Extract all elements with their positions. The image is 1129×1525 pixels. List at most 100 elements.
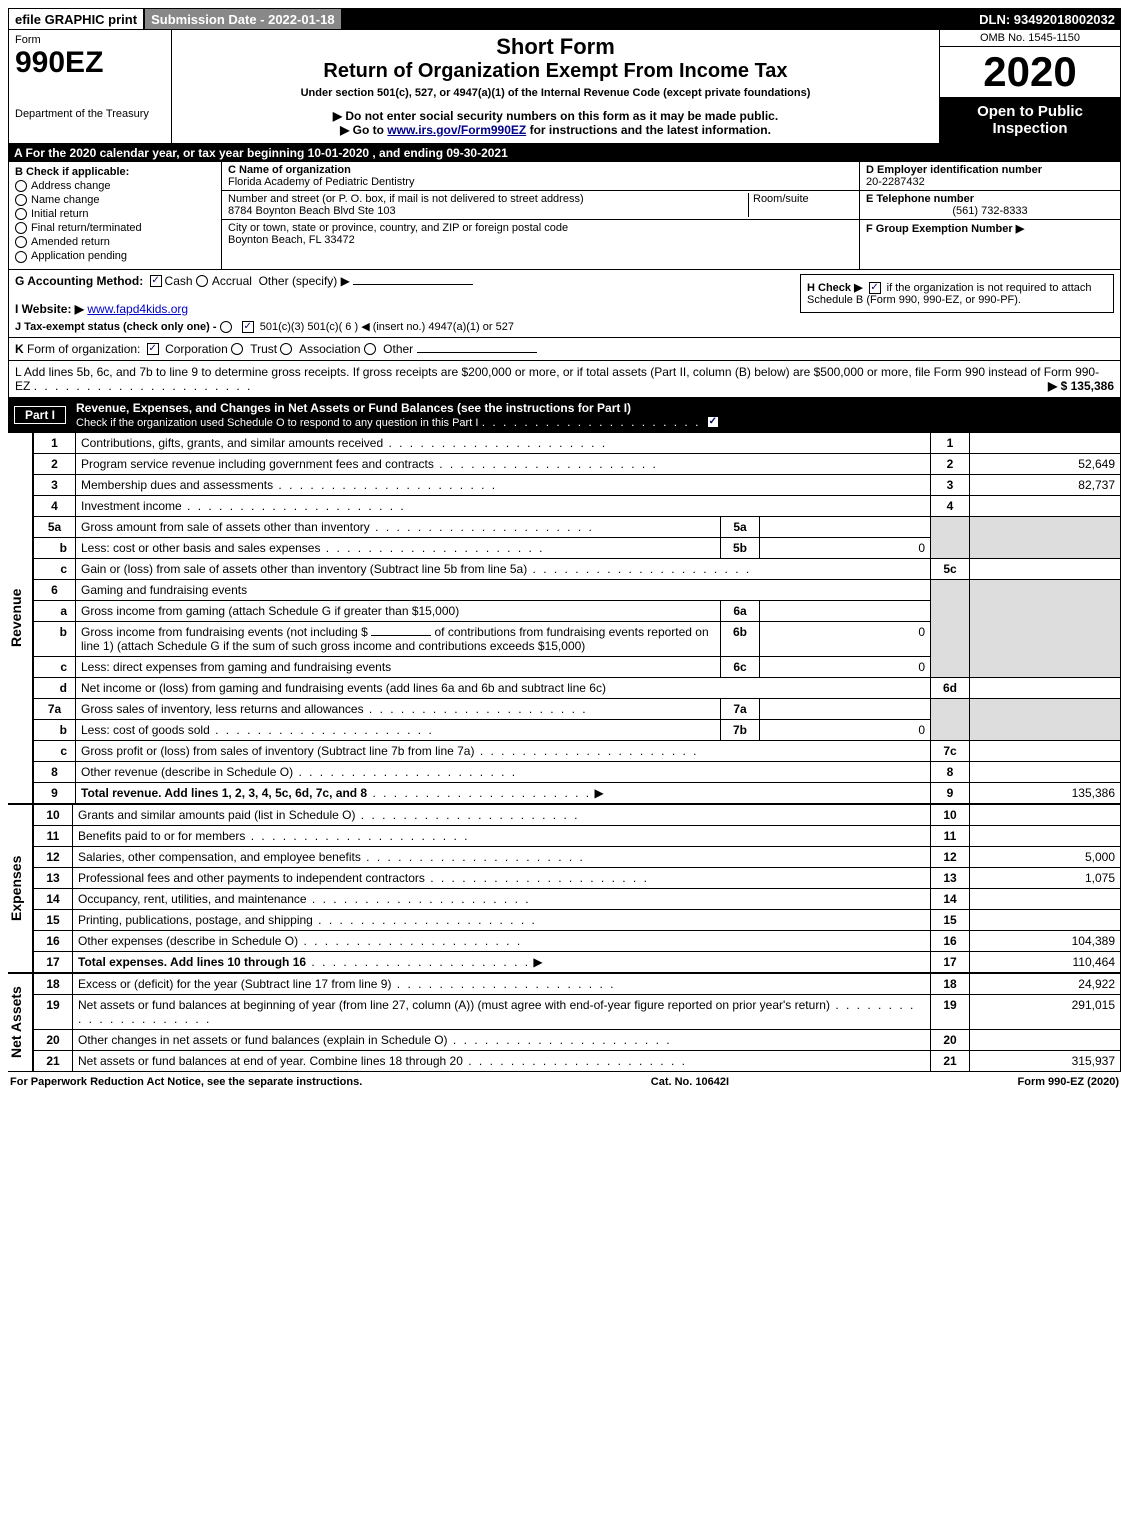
line-desc: Gross profit or (loss) from sales of inv… [81, 744, 474, 758]
mini-val [760, 600, 931, 621]
subtitle: Under section 501(c), 527, or 4947(a)(1)… [178, 87, 933, 99]
line-3: 3Membership dues and assessments382,737 [34, 474, 1121, 495]
amount [970, 825, 1121, 846]
check-applicable: B Check if applicable: Address change Na… [9, 162, 222, 269]
chk-corporation[interactable] [147, 343, 159, 355]
chk-address-change[interactable] [15, 180, 27, 192]
e-label: E Telephone number [866, 193, 974, 205]
line-no: 16 [34, 930, 73, 951]
amount: 291,015 [970, 994, 1121, 1029]
l-amount: ▶ $ 135,386 [1048, 379, 1114, 393]
revenue-side-label: Revenue [8, 432, 33, 804]
line-15: 15Printing, publications, postage, and s… [34, 909, 1121, 930]
line-20: 20 Other changes in net assets or fund ba… [34, 1029, 1121, 1050]
entity-info: B Check if applicable: Address change Na… [8, 162, 1121, 270]
chk-initial-return[interactable] [15, 208, 27, 220]
col-no: 8 [931, 761, 970, 782]
line-no: 13 [34, 867, 73, 888]
line-desc: Net income or (loss) from gaming and fun… [81, 681, 606, 695]
line-desc: Gain or (loss) from sale of assets other… [81, 562, 527, 576]
col-no: 1 [931, 432, 970, 453]
chk-amended-return[interactable] [15, 236, 27, 248]
org-name: Florida Academy of Pediatric Dentistry [228, 176, 414, 188]
chk-501c3[interactable] [220, 321, 232, 333]
short-form-title: Short Form [178, 34, 933, 60]
part1-header: Part I Revenue, Expenses, and Changes in… [8, 398, 1121, 432]
line-5c: cGain or (loss) from sale of assets othe… [34, 558, 1121, 579]
opt-other: Other (specify) ▶ [259, 274, 350, 288]
col-no: 11 [931, 825, 970, 846]
line-no: 12 [34, 846, 73, 867]
form-of-org: K Form of organization: Corporation Trus… [8, 338, 1121, 361]
line-desc: Gross income from gaming (attach Schedul… [81, 604, 459, 618]
tax-year: 2020 [940, 47, 1120, 97]
line-desc: Salaries, other compensation, and employ… [78, 850, 361, 864]
line-2: 2Program service revenue including gover… [34, 453, 1121, 474]
expenses-section: Expenses 10Grants and similar amounts pa… [8, 804, 1121, 973]
line-desc: Other expenses (describe in Schedule O) [78, 934, 298, 948]
col-no: 15 [931, 909, 970, 930]
chk-cash[interactable] [150, 275, 162, 287]
col-no: 6d [931, 677, 970, 698]
col-no: 13 [931, 867, 970, 888]
efile-print[interactable]: efile GRAPHIC print [8, 8, 144, 30]
line-no: 20 [34, 1029, 73, 1050]
mini-no: 7b [721, 719, 760, 740]
chk-501c[interactable] [242, 321, 254, 333]
chk-name-change[interactable] [15, 194, 27, 206]
mini-val: 0 [760, 719, 931, 740]
line-no: 1 [34, 432, 76, 453]
line-desc: Other changes in net assets or fund bala… [78, 1033, 448, 1047]
website-link[interactable]: www.fapd4kids.org [87, 302, 188, 316]
line-18: 18 Excess or (deficit) for the year (Subt… [34, 973, 1121, 994]
line-14: 14Occupancy, rent, utilities, and mainte… [34, 888, 1121, 909]
opt-cash: Cash [165, 274, 193, 288]
chk-trust[interactable] [231, 343, 243, 355]
chk-accrual[interactable] [196, 275, 208, 287]
net-side-label: Net Assets [8, 973, 33, 1072]
form-number: 990EZ [15, 46, 165, 80]
tax-period: A For the 2020 calendar year, or tax yea… [8, 144, 1121, 162]
line-no: 2 [34, 453, 76, 474]
mini-no: 6b [721, 621, 760, 656]
omb-number: OMB No. 1545-1150 [940, 30, 1120, 47]
line-17: 17Total expenses. Add lines 10 through 1… [34, 951, 1121, 972]
opt-address-change: Address change [31, 180, 111, 192]
line-desc: Contributions, gifts, grants, and simila… [81, 436, 383, 450]
col-no: 2 [931, 453, 970, 474]
amount: 1,075 [970, 867, 1121, 888]
net-assets-section: Net Assets 18 Excess or (deficit) for the… [8, 973, 1121, 1072]
col-no: 12 [931, 846, 970, 867]
revenue-table: 1 Contributions, gifts, grants, and simil… [33, 432, 1121, 804]
header-right: OMB No. 1545-1150 2020 Open to Public In… [939, 30, 1120, 143]
chk-h[interactable] [869, 282, 881, 294]
col-no: 3 [931, 474, 970, 495]
line-19: 19Net assets or fund balances at beginni… [34, 994, 1121, 1029]
chk-final-return[interactable] [15, 222, 27, 234]
main-title: Return of Organization Exempt From Incom… [178, 60, 933, 83]
col-no: 16 [931, 930, 970, 951]
goto-prefix: ▶ Go to [340, 123, 387, 137]
col-no: 17 [931, 951, 970, 972]
instructions-line: ▶ Go to www.irs.gov/Form990EZ for instru… [178, 123, 933, 137]
submission-date: Submission Date - 2022-01-18 [144, 8, 342, 30]
col-no: 18 [931, 973, 970, 994]
chk-application-pending[interactable] [15, 251, 27, 263]
col-no: 7c [931, 740, 970, 761]
line-no: 17 [34, 951, 73, 972]
ein-value: 20-2287432 [866, 176, 925, 188]
col-no: 9 [931, 782, 970, 803]
line-desc: Excess or (deficit) for the year (Subtra… [78, 977, 391, 991]
line-13: 13 Professional fees and other payments t… [34, 867, 1121, 888]
line-11: 11Benefits paid to or for members11 [34, 825, 1121, 846]
j-label: J Tax-exempt status (check only one) - [15, 321, 217, 333]
line-16: 16 Other expenses (describe in Schedule O… [34, 930, 1121, 951]
line-desc: Professional fees and other payments to … [78, 871, 425, 885]
form-header: Form 990EZ Department of the Treasury Sh… [8, 30, 1121, 144]
line-8: 8Other revenue (describe in Schedule O)8 [34, 761, 1121, 782]
chk-association[interactable] [280, 343, 292, 355]
line-no: 11 [34, 825, 73, 846]
chk-schedule-o[interactable] [707, 416, 719, 428]
chk-other-org[interactable] [364, 343, 376, 355]
irs-link[interactable]: www.irs.gov/Form990EZ [387, 123, 526, 137]
